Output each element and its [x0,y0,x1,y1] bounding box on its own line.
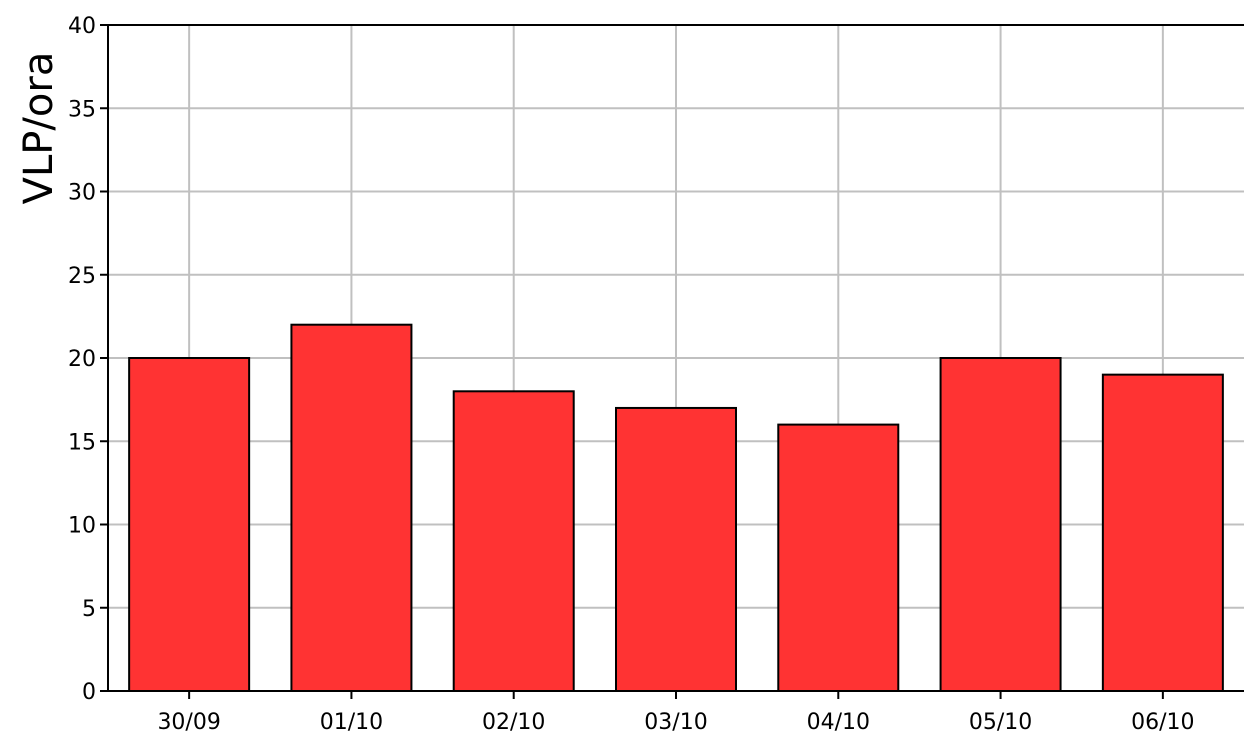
bar-03-10 [615,406,737,692]
x-tick-label: 03/10 [644,710,707,735]
axes [100,24,1244,699]
y-tick-label: 25 [68,264,96,289]
bar-01-10 [290,323,413,692]
x-tick-label: 04/10 [807,710,870,735]
bars [128,323,1224,692]
y-tick-label: 20 [68,347,96,372]
x-tick-label: 02/10 [482,710,545,735]
y-tick-label: 30 [68,181,96,206]
x-tick-label: 30/09 [157,710,220,735]
x-tick-label: 06/10 [1131,710,1194,735]
y-axis-label: VLP/ora [16,52,62,205]
x-tick-label: 05/10 [969,710,1032,735]
bar-04-10 [777,423,900,692]
y-tick-label: 35 [68,97,96,122]
y-tick-labels: 0 5 10 15 20 25 30 35 40 [68,14,96,705]
bar-05-10 [939,357,1062,692]
y-tick-label: 40 [68,14,96,39]
y-tick-label: 10 [68,514,96,539]
y-tick-label: 15 [68,430,96,455]
bar-30-09 [128,357,251,692]
x-tick-labels: 30/09 01/10 02/10 03/10 04/10 05/10 06/10 [157,710,1194,735]
y-tick-label: 5 [82,597,96,622]
x-tick-label: 01/10 [320,710,383,735]
bar-02-10 [452,390,575,692]
bar-06-10 [1101,373,1224,692]
y-tick-label: 0 [82,680,96,705]
